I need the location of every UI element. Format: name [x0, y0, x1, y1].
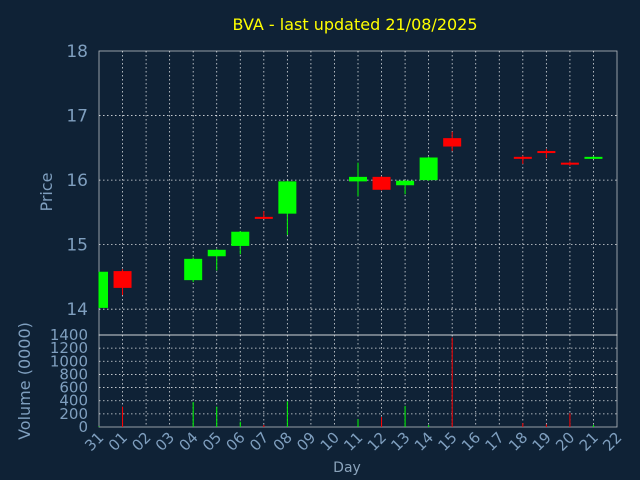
- candle: [278, 180, 297, 235]
- volume-tick-label: 800: [59, 365, 88, 383]
- candle-body: [443, 138, 462, 147]
- candle: [560, 161, 579, 166]
- volume-tick-label: 0: [78, 418, 88, 436]
- day-tick-label: 05: [199, 428, 225, 454]
- candle: [396, 180, 415, 195]
- price-tick-label: 18: [66, 42, 88, 62]
- volume-tick-label: 1400: [50, 326, 88, 344]
- candle-body: [584, 156, 603, 159]
- day-tick-label: 13: [387, 428, 413, 454]
- candle: [98, 271, 108, 308]
- day-tick-label: 20: [552, 428, 578, 454]
- day-tick-label: 12: [364, 428, 390, 454]
- day-tick-label: 11: [340, 428, 366, 454]
- candle: [513, 155, 532, 164]
- day-tick-label: 10: [317, 428, 343, 454]
- price-axis-label: Price: [37, 172, 56, 211]
- candle-body: [537, 151, 556, 154]
- candle-body: [113, 271, 132, 288]
- day-tick-labels: 3101020304050607080910111213141516171819…: [81, 428, 625, 454]
- candle-body: [396, 180, 415, 186]
- candle: [113, 269, 132, 295]
- day-tick-label: 09: [293, 428, 319, 454]
- day-tick-label: 03: [152, 428, 178, 454]
- volume-axis-label: Volume (0000): [15, 322, 34, 440]
- candle-body: [513, 156, 532, 159]
- volume-frame: [98, 334, 618, 428]
- price-tick-label: 15: [66, 236, 88, 256]
- volume-tick-label: 400: [59, 392, 88, 410]
- day-tick-label: 19: [529, 428, 555, 454]
- day-tick-label: 16: [458, 428, 484, 454]
- day-tick-label: 17: [482, 428, 508, 454]
- candle-body: [254, 216, 273, 219]
- chart-title: BVA - last updated 21/08/2025: [232, 15, 477, 34]
- candle-body: [278, 181, 297, 214]
- price-tick-label: 14: [66, 300, 88, 320]
- candle: [184, 257, 203, 283]
- day-tick-label: 14: [411, 428, 437, 454]
- day-tick-label: 22: [599, 428, 625, 454]
- candle-body: [207, 249, 226, 257]
- day-tick-label: 07: [246, 428, 272, 454]
- day-tick-label: 04: [175, 428, 201, 454]
- candle: [419, 156, 438, 181]
- candle-body: [349, 176, 367, 182]
- price-tick-label: 17: [66, 107, 88, 127]
- candle-body: [231, 231, 250, 246]
- candle-body: [419, 157, 438, 181]
- day-tick-label: 06: [223, 428, 249, 454]
- candle-body: [99, 271, 108, 308]
- volume-tick-label: 1200: [50, 339, 88, 357]
- price-tick-label: 16: [66, 171, 88, 191]
- candle-body: [560, 162, 579, 165]
- volume-tick-label: 600: [59, 379, 88, 397]
- candle: [537, 149, 556, 159]
- day-tick-label: 08: [270, 428, 296, 454]
- day-tick-label: 15: [434, 428, 460, 454]
- candle: [372, 176, 391, 191]
- day-tick-label: 18: [505, 428, 531, 454]
- candle-body: [184, 258, 203, 281]
- day-tick-label: 02: [128, 428, 154, 454]
- candle: [443, 131, 462, 152]
- day-tick-label: 01: [105, 428, 131, 454]
- day-tick-label: 21: [576, 428, 602, 454]
- candle: [349, 162, 367, 197]
- candle: [207, 249, 226, 271]
- candle: [231, 231, 250, 255]
- candle: [584, 156, 603, 159]
- candle-body: [372, 176, 391, 190]
- candle: [254, 211, 273, 219]
- day-axis-label: Day: [333, 460, 361, 476]
- volume-tick-label: 1000: [50, 352, 88, 370]
- volume-tick-label: 200: [59, 405, 88, 423]
- price-panel: 14 15 16 17 18: [66, 42, 618, 336]
